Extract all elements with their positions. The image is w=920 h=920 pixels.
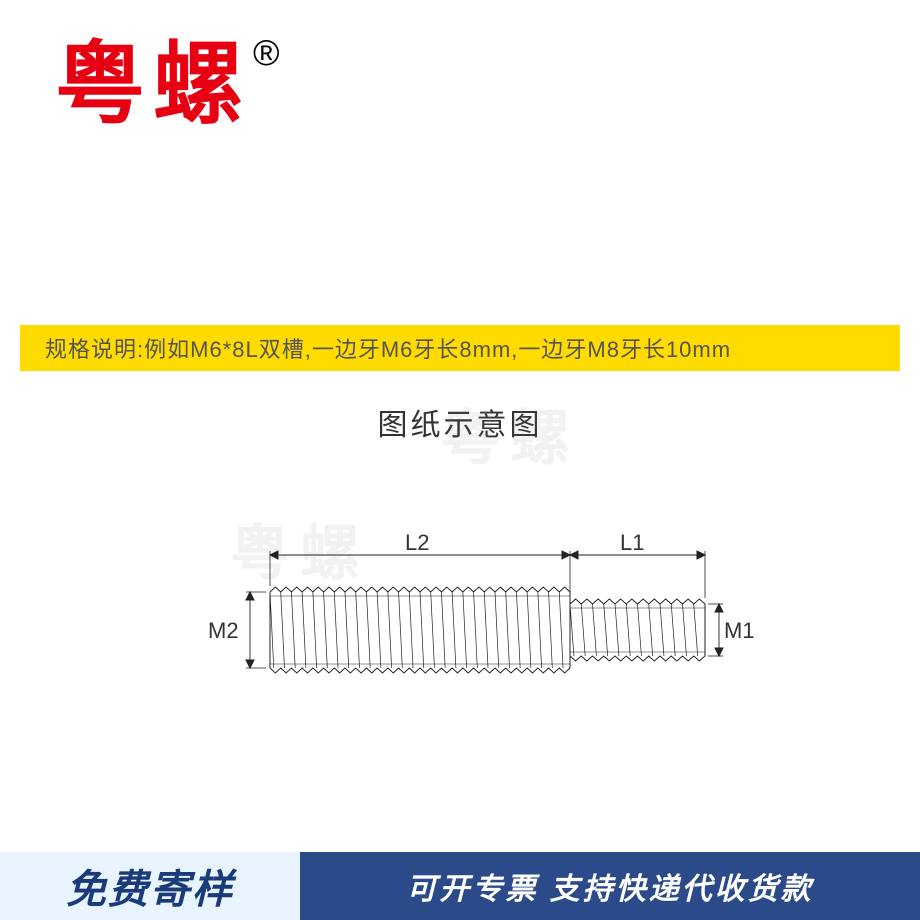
brand-name: 粤螺 [55,40,251,130]
label-l1: L1 [620,530,644,556]
diagram-title: 图纸示意图 [0,400,920,444]
spec-text: 规格说明:例如M6*8L双槽,一边牙M6牙长8mm,一边牙M8牙长10mm [45,332,731,364]
screw-diagram: M2 M1 L2 L1 [150,470,790,730]
label-m1: M1 [724,618,755,644]
brand-logo: 粤螺 ® [55,40,280,130]
footer-left-text: 免费寄样 [66,857,234,915]
footer-left: 免费寄样 [0,852,300,920]
spec-bar: 规格说明:例如M6*8L双槽,一边牙M6牙长8mm,一边牙M8牙长10mm [20,325,900,371]
label-l2: L2 [405,530,429,556]
label-m2: M2 [208,618,239,644]
registered-mark: ® [253,32,280,74]
footer-right: 可开专票 支持快递代收货款 [300,852,920,920]
footer-right-text: 可开专票 支持快递代收货款 [406,864,813,908]
footer: 免费寄样 可开专票 支持快递代收货款 [0,852,920,920]
